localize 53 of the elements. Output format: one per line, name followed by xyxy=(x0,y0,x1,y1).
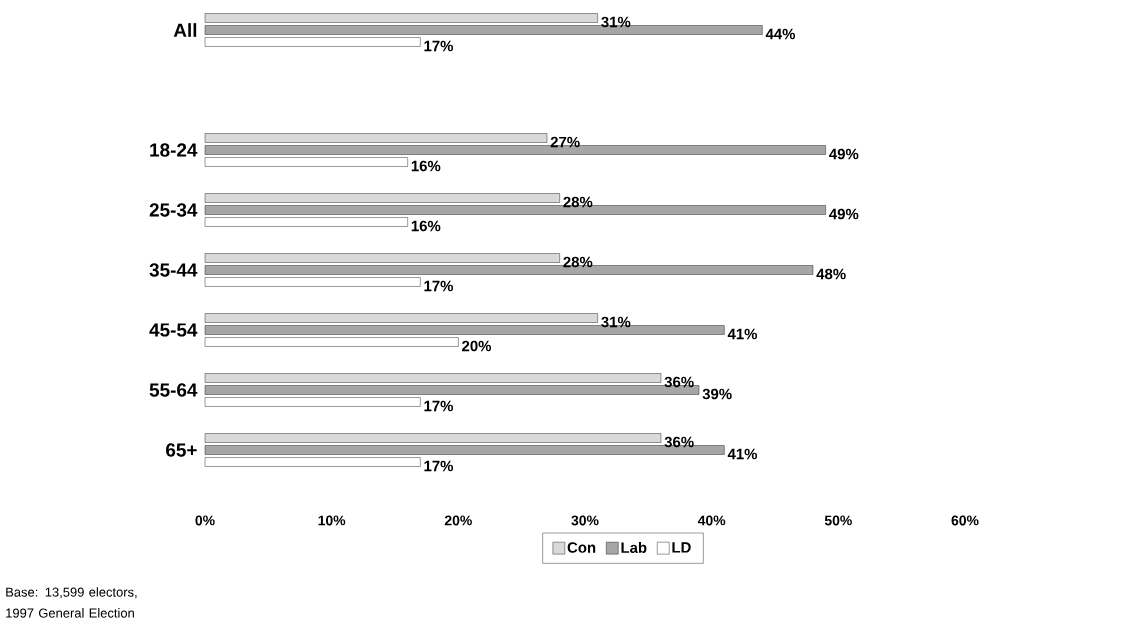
data-label: 39% xyxy=(702,388,732,400)
y-tick-label: 65+ xyxy=(166,443,197,457)
x-tick-label: 40% xyxy=(697,515,726,526)
x-tick-label: 60% xyxy=(951,515,979,526)
legend-label: Lab xyxy=(621,542,647,553)
y-tick-label: 45-54 xyxy=(149,323,198,337)
bar xyxy=(204,253,560,263)
data-label: 17% xyxy=(424,400,454,412)
data-label: 41% xyxy=(727,328,758,340)
x-tick-label: 30% xyxy=(571,515,599,526)
data-label: 31% xyxy=(601,16,631,28)
x-tick-label: 10% xyxy=(318,515,346,526)
data-label: 16% xyxy=(411,160,441,172)
data-label: 41% xyxy=(727,448,758,460)
x-tick-label: 0% xyxy=(195,515,215,526)
data-label: 48% xyxy=(816,268,846,280)
data-label: 17% xyxy=(424,280,454,292)
y-tick-label: 35-44 xyxy=(149,263,198,277)
data-label: 28% xyxy=(563,256,593,268)
data-label: 27% xyxy=(550,136,580,148)
x-tick-label: 50% xyxy=(824,515,852,526)
data-label: 36% xyxy=(664,376,694,388)
data-label: 49% xyxy=(829,148,859,160)
bar xyxy=(204,277,421,287)
bar xyxy=(204,157,408,167)
y-tick-label: All xyxy=(173,23,197,37)
x-tick-label: 20% xyxy=(444,515,472,526)
data-label: 36% xyxy=(664,436,694,448)
legend-label: LD xyxy=(672,542,691,553)
data-label: 20% xyxy=(462,340,492,352)
data-label: 16% xyxy=(411,220,441,232)
text: Base: 13,599 electors, 1997 General Election xyxy=(6,587,137,618)
bar xyxy=(204,397,421,407)
bar xyxy=(204,193,560,203)
data-label: 49% xyxy=(829,208,859,220)
bar xyxy=(204,133,548,143)
bar xyxy=(204,373,662,383)
bar xyxy=(204,337,459,347)
bar xyxy=(204,433,662,443)
data-label: 44% xyxy=(765,28,796,40)
data-label: 31% xyxy=(601,316,631,328)
bar xyxy=(204,37,421,47)
data-label: 17% xyxy=(424,460,454,472)
y-tick-label: 55-64 xyxy=(149,383,198,397)
y-tick-label: 18-24 xyxy=(150,143,198,157)
bar xyxy=(204,313,598,323)
y-tick-label: 25-34 xyxy=(149,203,198,217)
data-label: 17% xyxy=(424,40,454,52)
legend-label: Con xyxy=(567,542,596,553)
bar xyxy=(204,217,408,227)
data-label: 28% xyxy=(563,196,593,208)
bar xyxy=(204,457,421,467)
bar xyxy=(204,13,598,23)
